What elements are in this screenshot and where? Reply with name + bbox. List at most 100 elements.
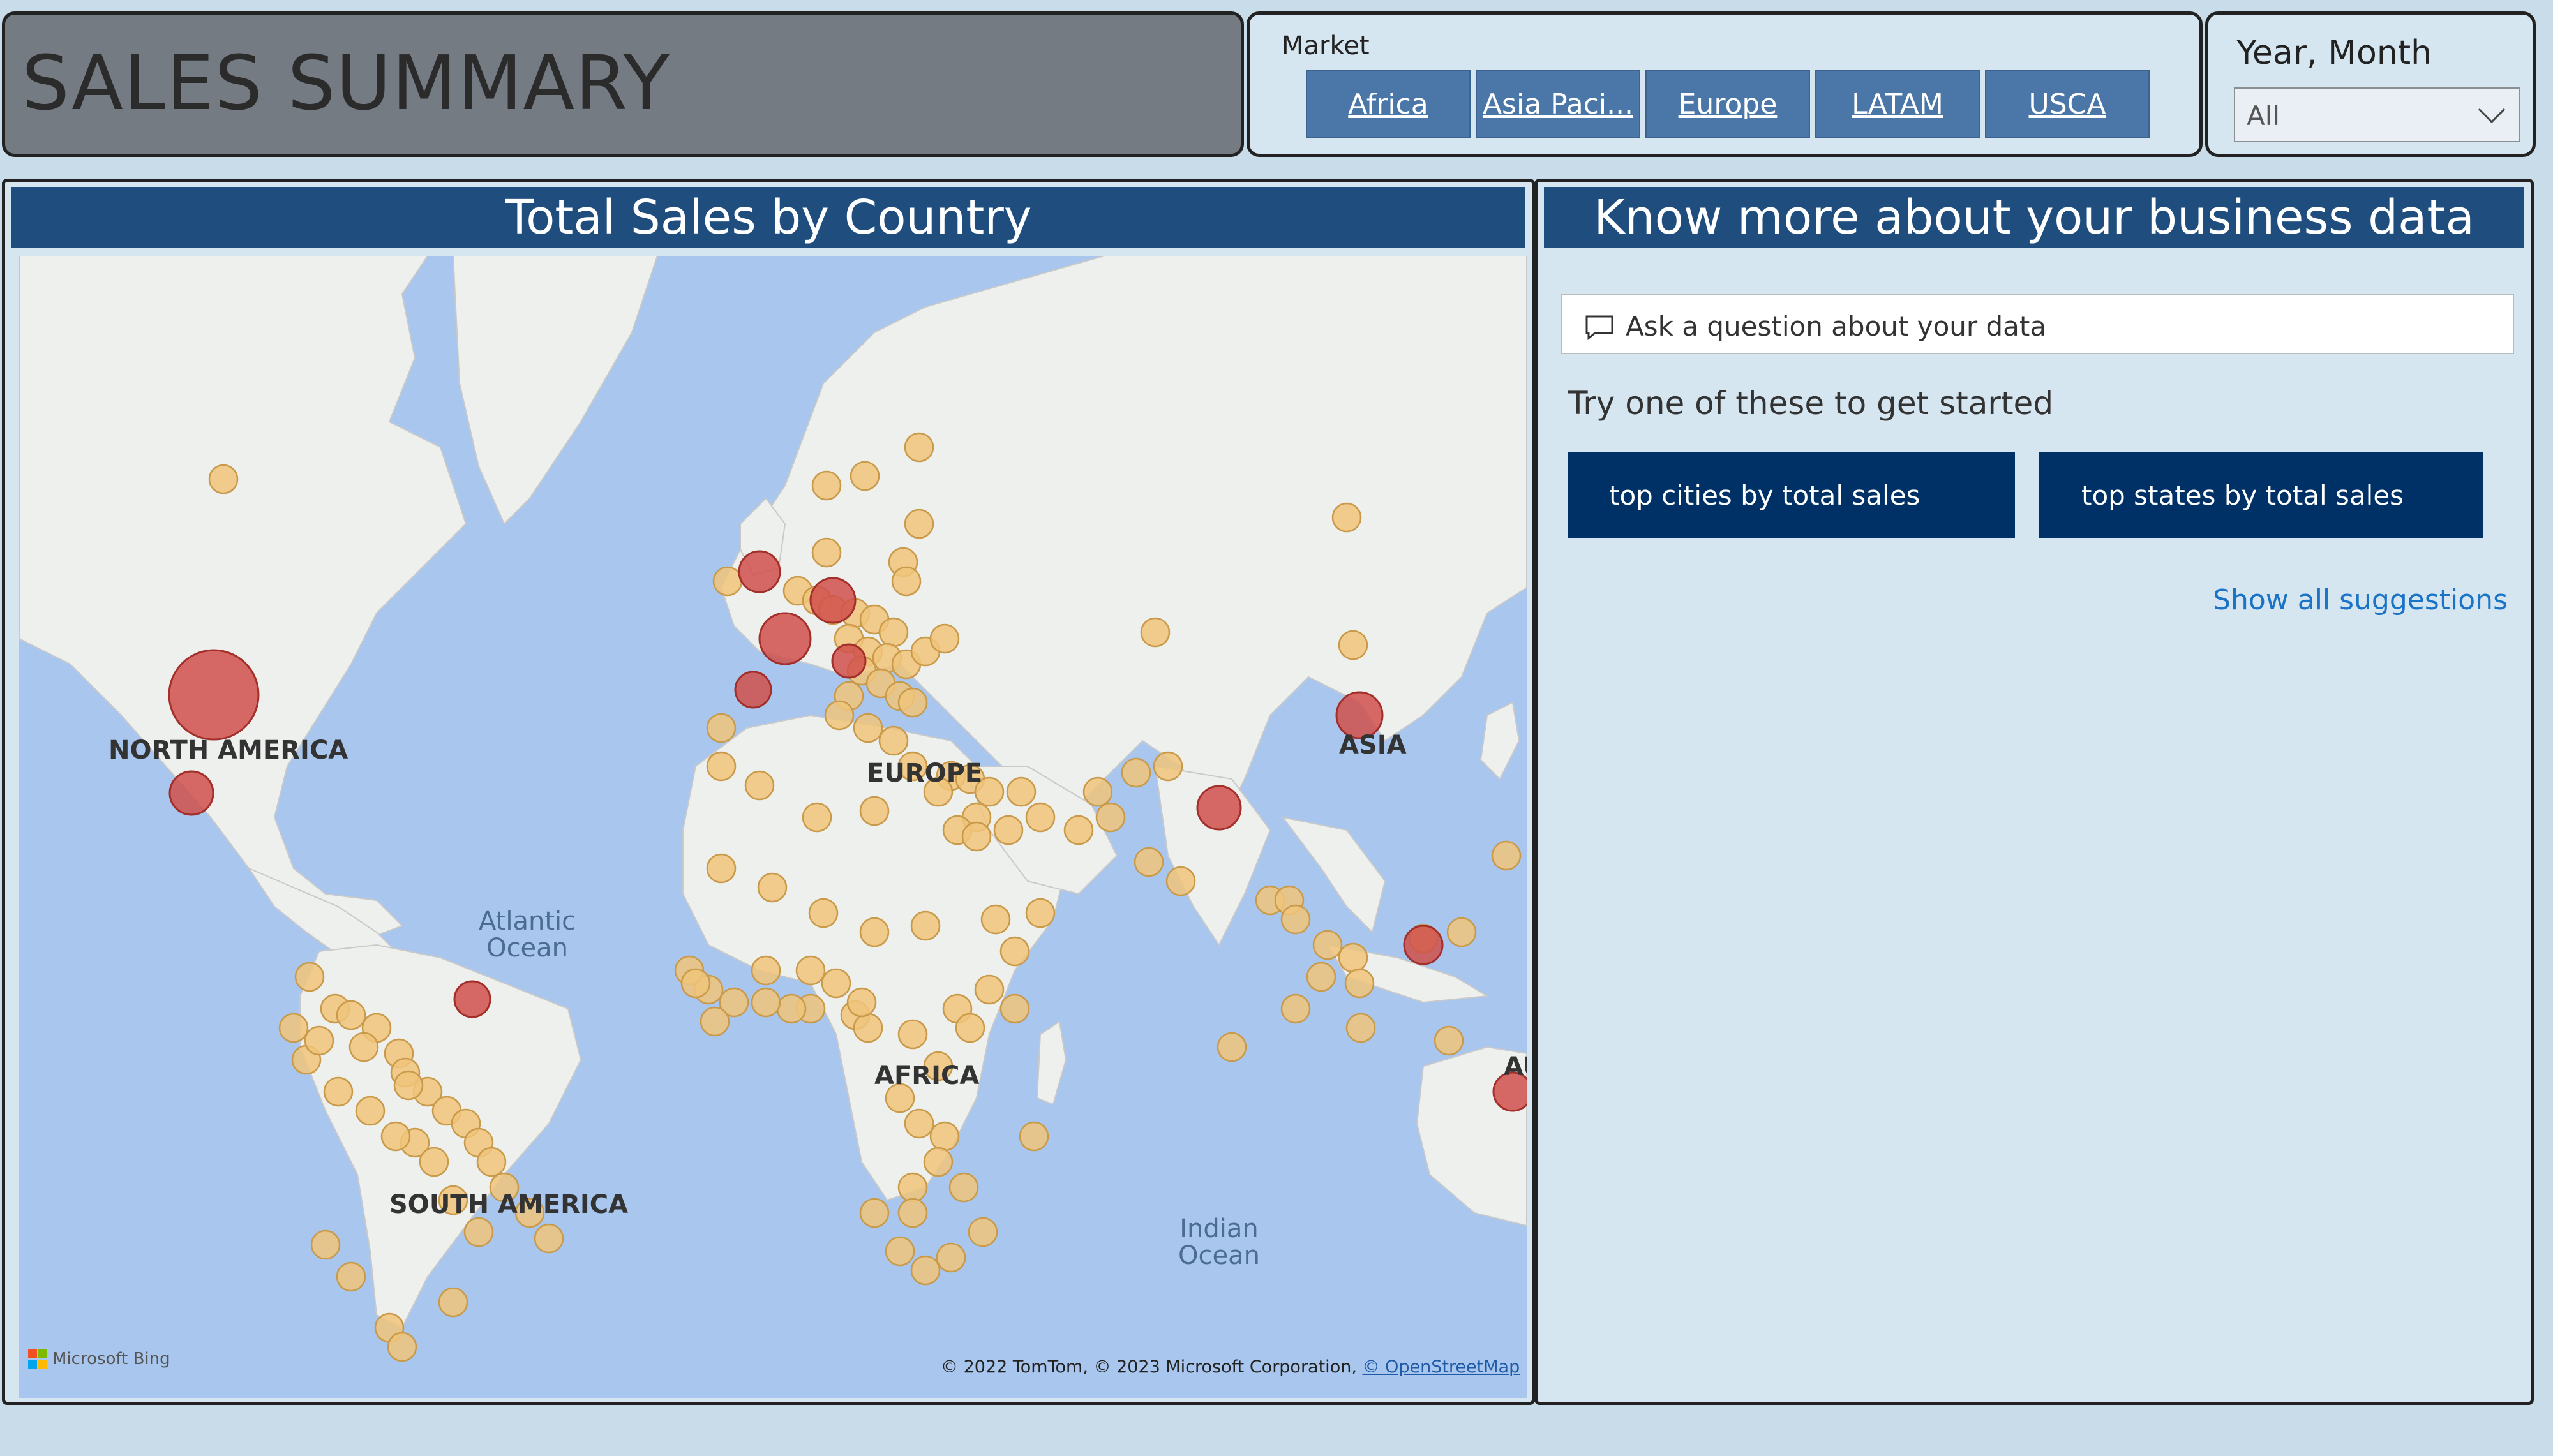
sales-bubble[interactable] [1063,815,1094,845]
sales-bubble[interactable] [1331,502,1362,533]
market-button-usca[interactable]: USCA [1985,70,2150,138]
sales-bubble-large[interactable] [168,649,260,741]
sales-bubble-large[interactable] [831,643,867,679]
sales-bubble[interactable] [476,1147,507,1177]
sales-bubble[interactable] [878,725,909,756]
sales-bubble[interactable] [489,1172,520,1203]
sales-bubble[interactable] [897,751,928,782]
sales-bubble[interactable] [393,1070,424,1101]
sales-bubble[interactable] [808,898,839,928]
sales-bubble[interactable] [923,1051,954,1081]
sales-bubble[interactable] [1338,942,1368,973]
sales-bubble[interactable] [744,770,775,801]
sales-bubble[interactable] [885,1083,915,1113]
sales-bubble[interactable] [904,509,934,539]
sales-bubble[interactable] [850,461,880,491]
sales-bubble[interactable] [897,1198,928,1228]
sales-bubble[interactable] [278,1013,309,1043]
sales-bubble[interactable] [897,687,928,718]
sales-bubble[interactable] [719,987,749,1018]
market-button-asia-pacific[interactable]: Asia Paci... [1476,70,1640,138]
sales-bubble[interactable] [821,968,851,999]
sales-bubble[interactable] [853,713,883,743]
sales-bubble[interactable] [824,700,855,731]
sales-bubble[interactable] [323,1076,354,1107]
sales-bubble[interactable] [1280,993,1311,1024]
sales-bubble[interactable] [514,1198,545,1228]
sales-bubble[interactable] [955,1013,985,1043]
sales-bubble-large[interactable] [758,612,812,665]
sales-bubble[interactable] [1344,968,1375,999]
suggestion-top-cities-button[interactable]: top cities by total sales [1568,452,2015,538]
sales-bubble[interactable] [999,993,1030,1024]
sales-bubble[interactable] [897,1172,928,1203]
sales-bubble[interactable] [208,464,239,494]
sales-bubble[interactable] [795,955,826,986]
sales-bubble-large[interactable] [734,671,772,709]
sales-bubble[interactable] [438,1185,468,1215]
sales-bubble[interactable] [897,1019,928,1050]
sales-bubble[interactable] [348,1032,379,1062]
sales-bubble[interactable] [534,1223,564,1254]
sales-bubble[interactable] [1019,1121,1049,1152]
sales-bubble[interactable] [910,1255,941,1286]
sales-bubble[interactable] [757,872,788,903]
sales-bubble[interactable] [811,470,842,501]
market-button-africa[interactable]: Africa [1306,70,1471,138]
sales-bubble[interactable] [1006,776,1037,807]
sales-bubble[interactable] [961,821,992,852]
sales-bubble[interactable] [706,713,737,743]
sales-bubble-large[interactable] [1335,691,1384,739]
sales-bubble[interactable] [1025,898,1056,928]
sales-bubble[interactable] [336,1261,366,1292]
sales-bubble[interactable] [891,566,922,597]
show-all-suggestions-link[interactable]: Show all suggestions [2213,584,2508,616]
sales-bubble[interactable] [294,962,325,992]
sales-bubble[interactable] [700,1006,730,1037]
sales-bubble[interactable] [1345,1013,1376,1043]
sales-bubble[interactable] [1306,962,1336,992]
sales-bubble[interactable] [1153,751,1183,782]
sales-bubble[interactable] [885,1236,915,1267]
sales-bubble[interactable] [1140,617,1171,648]
sales-bubble[interactable] [380,1121,411,1152]
market-button-latam[interactable]: LATAM [1815,70,1980,138]
sales-bubble[interactable] [846,987,877,1018]
sales-bubble[interactable] [974,974,1005,1005]
sales-bubble[interactable] [1165,866,1196,896]
sales-bubble[interactable] [1082,776,1113,807]
sales-bubble[interactable] [923,776,954,807]
market-button-europe[interactable]: Europe [1645,70,1810,138]
sales-bubble[interactable] [751,987,781,1018]
openstreetmap-link[interactable]: © OpenStreetMap [1362,1357,1520,1377]
sales-bubble[interactable] [923,1147,954,1177]
sales-bubble[interactable] [1121,757,1151,788]
sales-bubble[interactable] [968,1217,998,1247]
sales-bubble[interactable] [1095,802,1126,833]
sales-bubble[interactable] [910,910,941,941]
sales-bubble[interactable] [776,993,807,1024]
sales-bubble[interactable] [993,815,1024,845]
sales-bubble[interactable] [304,1025,334,1056]
sales-bubble-large[interactable] [168,770,214,816]
sales-bubble[interactable] [1134,847,1164,877]
sales-bubble[interactable] [974,776,1005,807]
sales-bubble[interactable] [1434,1025,1464,1056]
sales-bubble[interactable] [680,968,711,999]
sales-bubble[interactable] [811,537,842,568]
sales-bubble[interactable] [706,853,737,884]
sales-bubble[interactable] [419,1147,449,1177]
sales-bubble-large[interactable] [453,980,491,1018]
sales-bubble[interactable] [310,1229,341,1260]
sales-bubble[interactable] [1446,917,1477,947]
year-month-dropdown[interactable]: All [2234,87,2520,142]
sales-bubble-large[interactable] [1403,925,1444,965]
sales-bubble[interactable] [929,623,960,654]
sales-bubble[interactable] [802,802,832,833]
sales-bubble[interactable] [438,1287,468,1318]
sales-bubble-large[interactable] [738,550,781,593]
sales-bubble[interactable] [1338,630,1368,660]
sales-bubble[interactable] [980,904,1011,935]
sales-bubble[interactable] [853,1013,883,1043]
sales-bubble[interactable] [878,617,909,648]
